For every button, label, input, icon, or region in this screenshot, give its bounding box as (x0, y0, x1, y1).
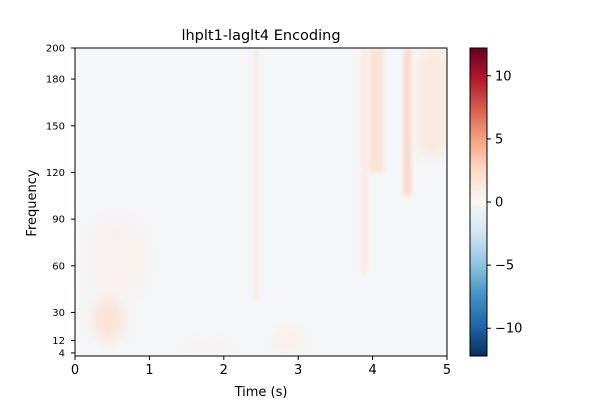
x-tick-label: 1 (145, 363, 153, 378)
colorbar: −10 −5 0 5 10 (469, 47, 522, 357)
colorbar-tick-label: 5 (495, 132, 503, 147)
heatmap-feature (368, 48, 384, 173)
colorbar-tick-label: 10 (495, 69, 512, 84)
y-axis-label: Frequency (25, 169, 40, 236)
x-tick-label: 3 (294, 363, 302, 378)
y-tick-label: 180 (46, 75, 65, 86)
heatmap-feature (418, 48, 447, 157)
plot-frame (74, 47, 448, 357)
x-tick-label: 5 (443, 363, 451, 378)
y-tick-label: 120 (46, 168, 65, 179)
y-tick-label: 150 (46, 121, 65, 132)
colorbar-tick-label: −10 (495, 322, 522, 337)
colorbar-ticks: −10 −5 0 5 10 (487, 69, 522, 337)
colorbar-tick-label: −5 (495, 259, 514, 274)
heatmap-feature (275, 328, 302, 356)
heatmap-feature (361, 48, 368, 274)
heatmap-feature (253, 48, 259, 297)
x-tick-label: 4 (368, 363, 376, 378)
x-axis: 0 1 2 3 4 5 (71, 356, 451, 378)
y-tick-label: 30 (52, 308, 65, 319)
heatmap-feature (186, 340, 232, 356)
heatmap-feature (403, 48, 412, 196)
y-tick-label: 200 (46, 44, 65, 55)
heatmap-feature (89, 219, 142, 297)
y-tick-label: 60 (52, 261, 65, 272)
y-tick-label: 4 (59, 348, 65, 359)
heatmap-features (89, 48, 447, 356)
plot-background (75, 48, 447, 356)
y-tick-label: 12 (52, 336, 65, 347)
colorbar-gradient (469, 47, 488, 357)
chart-title: lhplt1-laglt4 Encoding (181, 28, 340, 44)
y-axis: 412 30 60 90 120 150 180 200 (46, 44, 75, 359)
colorbar-tick-label: 0 (495, 196, 503, 211)
x-tick-label: 2 (220, 363, 228, 378)
x-tick-label: 0 (71, 363, 79, 378)
y-tick-label: 90 (52, 215, 65, 226)
x-axis-label: Time (s) (234, 385, 288, 400)
heatmap-feature (93, 296, 124, 341)
